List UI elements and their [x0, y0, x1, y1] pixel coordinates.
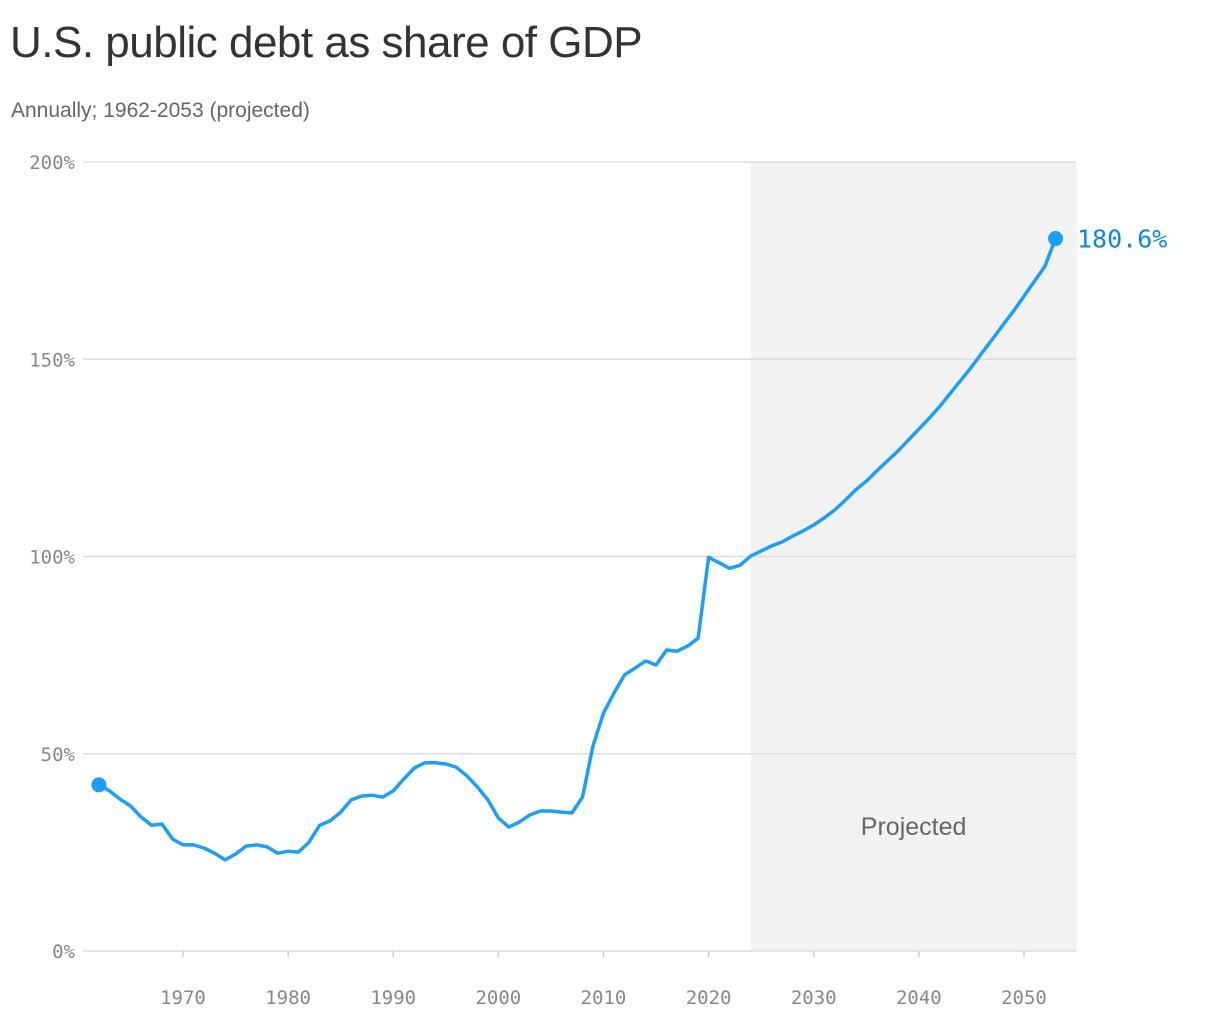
x-tick-label: 1980	[265, 987, 311, 1009]
x-tick-label: 2040	[896, 987, 942, 1009]
chart-title: U.S. public debt as share of GDP	[10, 18, 643, 67]
debt-line	[98, 237, 1058, 862]
x-tick-label: 1990	[370, 987, 416, 1009]
y-tick-label: 50%	[41, 744, 76, 766]
start-point	[91, 777, 107, 793]
y-tick-label: 100%	[29, 547, 75, 569]
y-tick-label: 150%	[29, 349, 75, 371]
end-value-label: 180.6%	[1077, 225, 1167, 254]
x-tick-label: 2020	[686, 987, 732, 1009]
y-tick-label: 0%	[52, 941, 75, 963]
y-tick-label: 200%	[29, 152, 75, 174]
chart-subtitle: Annually; 1962-2053 (projected)	[11, 99, 310, 122]
end-point	[1048, 231, 1064, 247]
x-tick-label: 2050	[1001, 987, 1047, 1009]
projected-label: Projected	[861, 813, 967, 841]
x-tick-label: 2030	[791, 987, 837, 1009]
x-tick-label: 1970	[160, 987, 206, 1009]
x-tick-label: 2000	[475, 987, 521, 1009]
x-tick-label: 2010	[581, 987, 627, 1009]
